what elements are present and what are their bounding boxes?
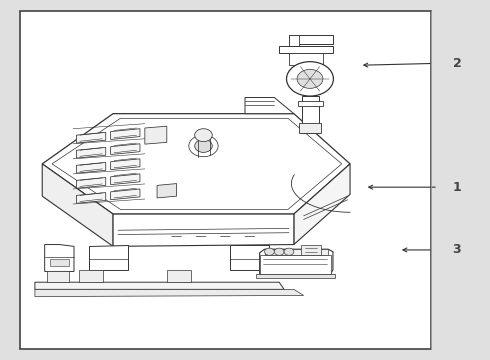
Circle shape xyxy=(297,69,323,88)
Circle shape xyxy=(274,248,284,255)
Polygon shape xyxy=(157,184,176,198)
Polygon shape xyxy=(76,162,106,173)
Text: 1: 1 xyxy=(453,181,462,194)
Polygon shape xyxy=(279,45,333,53)
Polygon shape xyxy=(260,249,333,274)
Polygon shape xyxy=(79,270,103,282)
Polygon shape xyxy=(294,164,350,244)
Polygon shape xyxy=(298,101,323,107)
Polygon shape xyxy=(52,118,342,210)
Polygon shape xyxy=(42,114,350,214)
Polygon shape xyxy=(167,270,191,282)
Polygon shape xyxy=(76,177,106,188)
Polygon shape xyxy=(35,289,304,297)
Polygon shape xyxy=(111,144,140,154)
Circle shape xyxy=(265,248,274,255)
Polygon shape xyxy=(256,274,335,278)
Polygon shape xyxy=(42,164,113,246)
Polygon shape xyxy=(113,214,294,246)
Polygon shape xyxy=(76,132,106,143)
Polygon shape xyxy=(76,147,106,158)
Polygon shape xyxy=(260,255,331,274)
Polygon shape xyxy=(230,244,270,270)
Text: 3: 3 xyxy=(453,243,461,256)
Circle shape xyxy=(284,248,294,255)
Polygon shape xyxy=(111,174,140,185)
Polygon shape xyxy=(89,245,128,270)
Polygon shape xyxy=(76,193,106,203)
Polygon shape xyxy=(111,189,140,200)
Polygon shape xyxy=(35,282,284,289)
Polygon shape xyxy=(265,249,328,255)
Bar xyxy=(20,12,431,348)
Circle shape xyxy=(195,139,212,152)
Circle shape xyxy=(287,62,333,96)
Polygon shape xyxy=(49,259,69,266)
Polygon shape xyxy=(301,244,321,255)
Polygon shape xyxy=(45,244,74,271)
Circle shape xyxy=(189,135,218,157)
Polygon shape xyxy=(111,129,140,139)
Polygon shape xyxy=(145,126,167,144)
Text: 2: 2 xyxy=(453,57,462,70)
Polygon shape xyxy=(299,123,321,134)
Polygon shape xyxy=(289,53,323,65)
Circle shape xyxy=(195,129,212,141)
Polygon shape xyxy=(47,271,69,282)
Polygon shape xyxy=(289,35,299,54)
Polygon shape xyxy=(289,35,333,44)
Polygon shape xyxy=(111,159,140,170)
Polygon shape xyxy=(302,96,319,134)
Polygon shape xyxy=(245,98,294,114)
